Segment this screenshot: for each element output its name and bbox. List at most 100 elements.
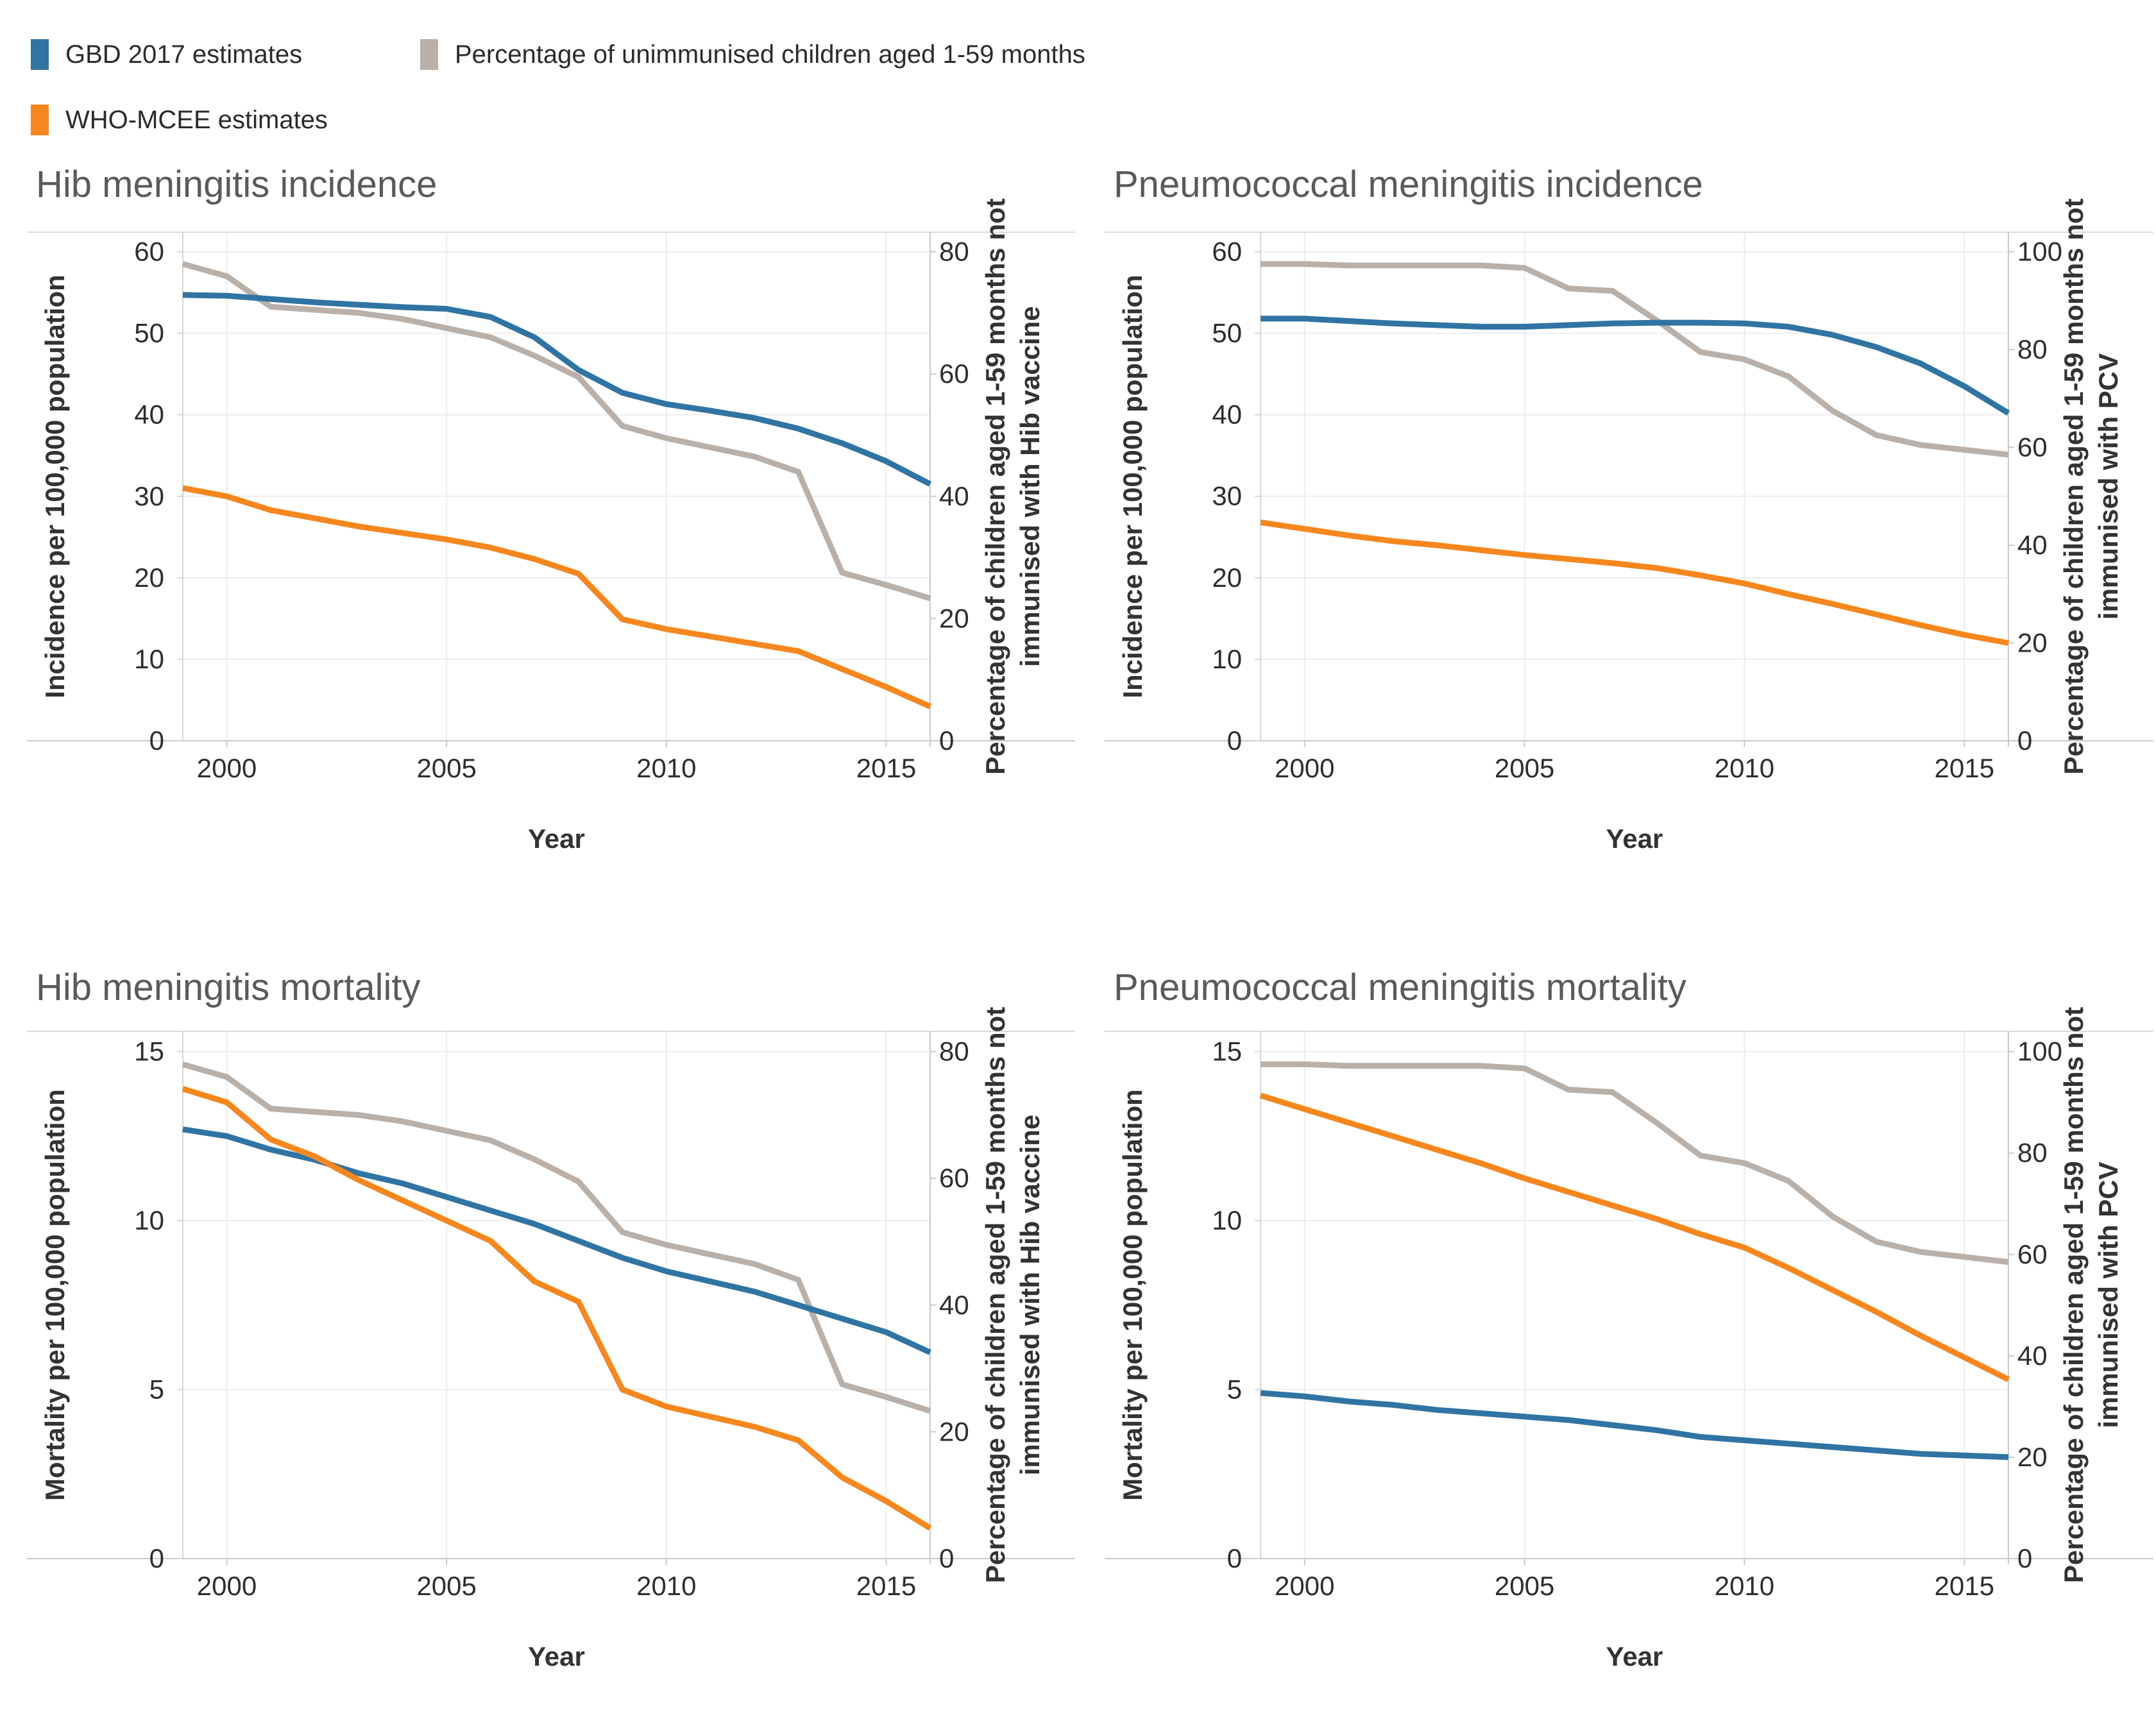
- left-axis-tick-label: 0: [149, 1543, 164, 1573]
- right-axis-tick-label: 0: [2017, 725, 2032, 756]
- legend: GBD 2017 estimates WHO-MCEE estimates Pe…: [31, 22, 1699, 154]
- left-axis-tick-label: 40: [134, 400, 164, 430]
- legend-swatch-gbd-icon: [31, 39, 49, 70]
- left-axis-tick-label: 5: [149, 1374, 164, 1405]
- left-axis-tick-label: 50: [1212, 318, 1242, 348]
- left-axis-tick-label: 15: [1212, 1036, 1242, 1067]
- x-axis-title: Year: [1606, 1641, 1663, 1671]
- x-axis-title: Year: [1606, 824, 1663, 854]
- right-axis-title-line2: immunised with PCV: [2093, 1162, 2123, 1428]
- chart-canvas-hib-mortality[interactable]: 0 5 10 15 0 20 40 60 80 2000 2005 2010 2015 Mortality…: [0, 924, 1078, 1717]
- x-axis-tick-label: 2015: [1935, 753, 1994, 783]
- right-axis-tick-label: 20: [939, 603, 969, 633]
- right-axis-tick-label: 0: [2017, 1543, 2032, 1573]
- right-axis-tick-label: 0: [939, 725, 954, 756]
- left-axis-tick-label: 40: [1212, 400, 1242, 430]
- legend-item-unimmunised[interactable]: Percentage of unimmunised children aged …: [420, 22, 1085, 87]
- legend-item-who-mcee[interactable]: WHO-MCEE estimates: [31, 87, 1699, 153]
- legend-swatch-who-icon: [31, 105, 49, 135]
- chart-title-hib-mortality: Hib meningitis mortality: [36, 967, 421, 1008]
- chart-canvas-pneumococcal-incidence[interactable]: 0 10 20 30 40 50 60 0 20 40 60 80 100 2000 2005 2010 201…: [1078, 154, 2156, 924]
- x-axis-title: Year: [528, 1641, 585, 1671]
- chart-title-pneumococcal-incidence: Pneumococcal meningitis incidence: [1114, 164, 1703, 205]
- legend-item-gbd-2017[interactable]: GBD 2017 estimates: [31, 22, 1699, 87]
- x-axis-tick-label: 2010: [636, 1571, 696, 1601]
- left-axis-tick-label: 20: [134, 562, 164, 593]
- x-axis-tick-label: 2005: [1495, 753, 1554, 783]
- series-line-gbd[interactable]: [182, 292, 932, 487]
- x-axis-tick-label: 2005: [1495, 1571, 1554, 1601]
- right-axis-tick-label: 80: [2017, 334, 2048, 364]
- chart-module-hib-incidence: Hib meningitis incidence 0 10 20 30 40 50 60 0 2…: [0, 154, 1078, 924]
- x-axis-tick-label: 2000: [197, 753, 257, 783]
- left-axis-tick-label: 30: [134, 481, 164, 511]
- left-axis-tick-label: 5: [1227, 1374, 1242, 1405]
- series-line-unimmunised[interactable]: [1260, 261, 2009, 458]
- x-axis-tick-label: 2005: [416, 1571, 476, 1601]
- right-axis-tick-label: 80: [2017, 1138, 2048, 1168]
- right-axis-tick-label: 40: [2017, 1341, 2048, 1371]
- series-line-who[interactable]: [1259, 1092, 2010, 1382]
- legend-label-who: WHO-MCEE estimates: [65, 105, 328, 134]
- series-line-unimmunised[interactable]: [182, 261, 931, 602]
- left-axis-tick-label: 50: [134, 318, 164, 348]
- left-axis-title: Incidence per 100,000 population: [1117, 275, 1148, 698]
- x-axis-tick-label: 2005: [416, 753, 476, 783]
- left-axis-tick-label: 10: [1212, 1205, 1242, 1235]
- chart-title-pneumococcal-mortality: Pneumococcal meningitis mortality: [1114, 967, 1686, 1008]
- series-line-who[interactable]: [182, 1086, 932, 1531]
- series-line-who[interactable]: [1260, 519, 2009, 646]
- charts-grid: Hib meningitis incidence 0 10 20 30 40 50 60 0 2…: [0, 154, 2156, 1717]
- right-axis-tick-label: 100: [2017, 1036, 2062, 1067]
- right-axis-tick-label: 80: [939, 237, 969, 267]
- x-axis-tick-label: 2010: [636, 753, 696, 783]
- right-axis-title-line1: Percentage of children aged 1-59 months …: [980, 198, 1010, 775]
- right-axis-title-line1: Percentage of children aged 1-59 months …: [2058, 198, 2089, 774]
- legend-label-unimmunised: Percentage of unimmunised children aged …: [455, 40, 1085, 69]
- series-line-unimmunised[interactable]: [1260, 1061, 2009, 1265]
- series-line-who[interactable]: [182, 485, 931, 709]
- left-axis-tick-label: 60: [134, 237, 164, 267]
- left-axis-tick-label: 0: [1227, 725, 1242, 756]
- left-axis-tick-label: 0: [149, 725, 164, 756]
- right-axis-title-line1: Percentage of children aged 1-59 months …: [980, 1007, 1010, 1584]
- left-axis-tick-label: 10: [134, 1205, 164, 1235]
- right-axis-tick-label: 40: [2017, 530, 2048, 560]
- right-axis-tick-label: 20: [2017, 628, 2048, 658]
- x-axis-tick-label: 2000: [197, 1571, 257, 1601]
- right-axis-title-line2: immunised with Hib vaccine: [1015, 1115, 1045, 1475]
- chart-module-pneumococcal-incidence: Pneumococcal meningitis incidence 0 10 20 3…: [1078, 154, 2156, 924]
- x-axis-tick-label: 2000: [1275, 753, 1334, 783]
- left-axis-title: Mortality per 100,000 population: [1117, 1089, 1148, 1501]
- right-axis-tick-label: 40: [939, 481, 969, 511]
- left-axis-tick-label: 10: [134, 644, 164, 674]
- right-axis-tick-label: 60: [939, 1163, 969, 1193]
- right-axis-title-line2: immunised with Hib vaccine: [1015, 306, 1045, 666]
- legend-swatch-unimmunised-icon: [420, 39, 438, 70]
- x-axis-tick-label: 2010: [1715, 1571, 1774, 1601]
- x-axis-tick-label: 2000: [1275, 1571, 1334, 1601]
- chart-module-hib-mortality: Hib meningitis mortality 0 5 10 15 0 20 40 60 80…: [0, 924, 1078, 1717]
- left-axis-title: Incidence per 100,000 population: [40, 275, 70, 698]
- right-axis-tick-label: 20: [2017, 1442, 2048, 1472]
- chart-canvas-pneumococcal-mortality[interactable]: 0 5 10 15 0 20 40 60 80 100 2000 2005 2010 2015 Mortal…: [1078, 924, 2156, 1717]
- left-axis-tick-label: 10: [1212, 644, 1242, 674]
- series-line-gbd[interactable]: [1260, 316, 2010, 416]
- right-axis-tick-label: 40: [939, 1290, 969, 1320]
- x-axis-tick-label: 2015: [856, 1571, 916, 1601]
- series-line-gbd[interactable]: [182, 1126, 931, 1355]
- right-axis-tick-label: 20: [939, 1416, 969, 1446]
- x-axis-title: Year: [528, 824, 585, 854]
- right-axis-tick-label: 80: [939, 1036, 969, 1067]
- left-axis-tick-label: 0: [1227, 1543, 1242, 1573]
- series-line-unimmunised[interactable]: [182, 1061, 931, 1414]
- right-axis-tick-label: 60: [2017, 432, 2048, 462]
- legend-column-unimmunised: Percentage of unimmunised children aged …: [420, 22, 1085, 87]
- chart-title-hib-incidence: Hib meningitis incidence: [36, 164, 437, 205]
- legend-label-gbd: GBD 2017 estimates: [65, 40, 303, 69]
- series-line-gbd[interactable]: [1260, 1390, 2009, 1460]
- x-axis-tick-label: 2015: [1935, 1571, 1994, 1601]
- right-axis-title-line1: Percentage of children aged 1-59 months …: [2058, 1007, 2089, 1583]
- legend-column-estimates: GBD 2017 estimates WHO-MCEE estimates: [31, 22, 1699, 153]
- chart-canvas-hib-incidence[interactable]: 0 10 20 30 40 50 60 0 20 40 60 80 2000 2005 2010 2015 In…: [0, 154, 1078, 924]
